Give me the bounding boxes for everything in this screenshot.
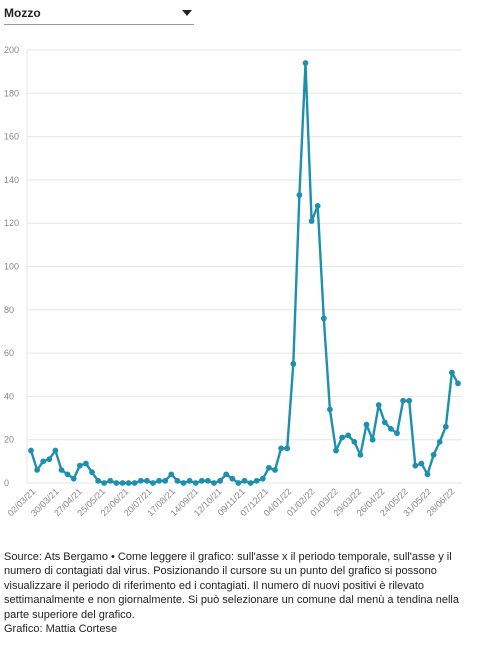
data-point[interactable] [235,480,242,486]
data-point[interactable] [180,480,187,486]
data-point[interactable] [388,425,394,432]
data-point[interactable] [455,380,461,387]
data-point[interactable] [229,475,236,482]
data-point[interactable] [89,469,95,476]
data-point[interactable] [363,421,370,428]
data-point[interactable] [308,218,315,224]
data-point[interactable] [394,430,400,437]
data-point[interactable] [284,445,291,452]
data-point[interactable] [351,438,358,445]
data-point[interactable] [266,464,272,471]
data-point[interactable] [424,471,431,478]
data-point[interactable] [430,451,437,458]
data-point[interactable] [28,447,34,454]
data-point[interactable] [327,406,333,413]
x-axis-ticks: 02/03/2130/03/2127/04/2125/05/2122/06/21… [6,486,457,518]
data-point[interactable] [144,477,150,484]
data-point[interactable] [320,315,327,322]
chart-caption: Source: Ats Bergamo • Come leggere il gr… [4,550,470,636]
data-point[interactable] [46,456,53,463]
caption-text: Source: Ats Bergamo • Come leggere il gr… [4,551,459,621]
data-point[interactable] [296,192,303,198]
data-point[interactable] [345,432,352,439]
y-tick-label: 200 [4,45,19,55]
data-point[interactable] [442,423,449,430]
data-point[interactable] [211,480,217,486]
y-tick-label: 60 [4,348,14,358]
y-tick-label: 80 [4,305,14,315]
data-point[interactable] [436,438,443,445]
data-point[interactable] [150,480,156,486]
data-point[interactable] [406,397,413,404]
data-point[interactable] [76,462,83,469]
data-point[interactable] [381,419,388,426]
data-point[interactable] [192,480,199,486]
data-point[interactable] [217,477,224,484]
y-tick-label: 0 [4,478,9,488]
data-point[interactable] [205,477,211,484]
data-point[interactable] [375,402,382,408]
data-point[interactable] [418,460,425,467]
dropdown-selected-value: Mozzo [4,6,41,20]
y-tick-label: 100 [4,262,19,272]
data-point[interactable] [119,480,126,486]
data-point[interactable] [83,460,89,467]
data-point[interactable] [137,477,144,484]
data-point[interactable] [174,477,181,484]
data-point[interactable] [162,477,169,484]
data-point[interactable] [186,477,193,484]
data-point[interactable] [259,475,266,482]
y-tick-label: 20 [4,435,14,445]
data-point[interactable] [247,480,254,486]
municipality-dropdown[interactable]: Mozzo [4,4,194,25]
data-point[interactable] [278,445,284,452]
data-point[interactable] [333,447,339,454]
data-point[interactable] [95,477,101,484]
grid-lines [26,49,462,484]
series-line [29,61,460,485]
data-point[interactable] [70,475,77,482]
y-tick-label: 40 [4,391,14,401]
data-point[interactable] [223,471,230,478]
data-point[interactable] [131,480,138,486]
data-point[interactable] [449,369,455,376]
data-point[interactable] [357,451,364,458]
data-point[interactable] [34,467,40,473]
y-tick-label: 140 [4,175,19,185]
data-point[interactable] [113,480,120,486]
data-point[interactable] [253,477,260,484]
y-tick-label: 160 [4,132,19,142]
data-point[interactable] [168,471,175,478]
data-point[interactable] [400,397,406,404]
y-tick-label: 180 [4,88,19,98]
y-axis-ticks: 0 20 40 60 80 100 120 140 160 180 200 [4,45,19,488]
data-point[interactable] [272,467,278,473]
data-point[interactable] [412,462,419,469]
data-point[interactable] [198,477,205,484]
data-point[interactable] [369,436,376,443]
data-point[interactable] [40,458,47,465]
data-point[interactable] [339,434,345,441]
data-point[interactable] [125,480,132,486]
data-point[interactable] [156,477,163,484]
data-point[interactable] [107,477,114,484]
data-point[interactable] [290,361,297,367]
data-point[interactable] [58,467,65,473]
data-point[interactable] [52,447,59,454]
data-point[interactable] [302,60,309,66]
caption-credit: Grafico: Mattia Cortese [4,623,118,636]
line-chart: 0 20 40 60 80 100 120 140 160 180 200 02/03/2130/0… [4,45,462,518]
data-point[interactable] [314,202,321,209]
data-point[interactable] [241,477,248,484]
data-point[interactable] [101,480,108,486]
series-line-layer [29,61,460,485]
data-points[interactable] [28,60,461,486]
y-tick-label: 120 [4,218,19,228]
data-point[interactable] [64,471,71,478]
chevron-down-icon[interactable] [182,10,192,16]
